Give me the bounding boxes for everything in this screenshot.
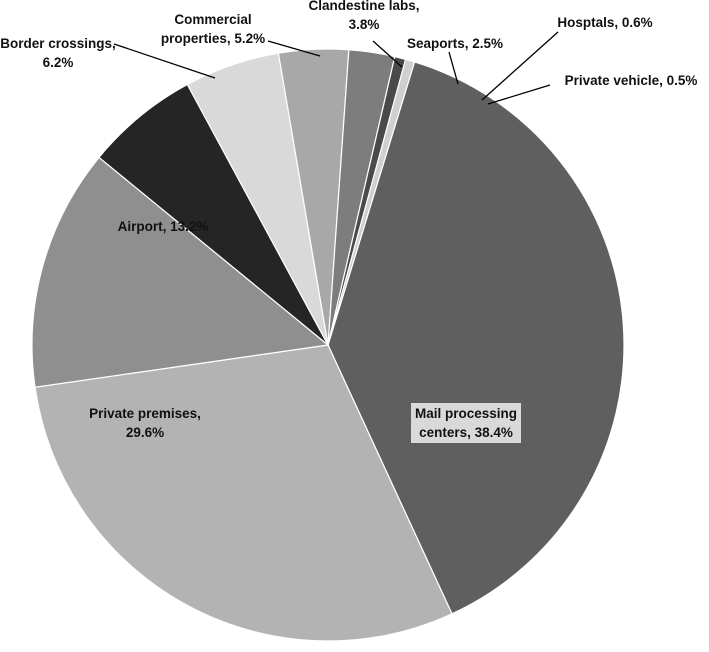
data-label-airport: Airport, 13.2% <box>118 219 209 234</box>
data-label-line: 3.8% <box>349 17 380 32</box>
data-label-text: Border crossings, 6.2% <box>0 36 116 70</box>
slices-layer <box>31 48 625 642</box>
pie-slice-mail-processing-centers <box>327 61 625 615</box>
data-label-clandestine-labs: Clandestine labs, 3.8% <box>308 0 419 32</box>
data-label-line: Mail processing <box>415 406 517 421</box>
data-label-line: Private premises, <box>89 406 201 421</box>
data-label-text: Private vehicle, 0.5% <box>565 73 698 88</box>
leader-line-seaports <box>448 51 459 85</box>
data-label-text: Airport, 13.2% <box>118 219 209 234</box>
data-label-seaports: Seaports, 2.5% <box>407 36 503 51</box>
data-label-text: Seaports, 2.5% <box>407 36 503 51</box>
pie-slice-private-premises <box>34 344 453 642</box>
data-label-text: Mail processing centers, 38.4% <box>415 406 517 440</box>
data-label-hosptals: Hosptals, 0.6% <box>557 15 652 30</box>
leader-line-clandestine-labs <box>372 40 403 68</box>
leader-lines <box>113 31 559 105</box>
data-label-line: centers, 38.4% <box>419 425 513 440</box>
data-label-line: Border crossings, <box>0 36 116 51</box>
leader-line-hosptals <box>481 31 559 101</box>
data-label-text: Hosptals, 0.6% <box>557 15 652 30</box>
data-label-line: 6.2% <box>43 55 74 70</box>
data-label-text: Private premises, 29.6% <box>89 406 201 440</box>
leader-line-commercial-properties <box>267 40 321 57</box>
data-label-line: Seaports, 2.5% <box>407 36 503 51</box>
data-label-line: Airport, 13.2% <box>118 219 209 234</box>
pie-slice-border-crossings <box>98 83 329 346</box>
leader-line-border-crossings <box>113 43 216 79</box>
data-label-line: Private vehicle, 0.5% <box>565 73 698 88</box>
pie-slice-airport <box>31 156 330 388</box>
data-label-border-crossings: Border crossings, 6.2% <box>0 36 116 70</box>
data-label-line: Clandestine labs, <box>308 0 419 13</box>
data-label-line: properties, 5.2% <box>161 31 265 46</box>
pie-slice-private-vehicle <box>327 58 416 346</box>
data-labels: Mail processing centers, 38.4% Private pre… <box>0 0 697 443</box>
data-label-private-premises: Private premises, 29.6% <box>89 406 201 440</box>
data-label-mail-processing-centers: Mail processing centers, 38.4% <box>411 403 521 443</box>
data-label-line: Commercial <box>174 12 251 27</box>
data-label-line: Hosptals, 0.6% <box>557 15 652 30</box>
data-label-text: Clandestine labs, 3.8% <box>308 0 419 32</box>
data-label-text: Commercial properties, 5.2% <box>161 12 265 46</box>
data-label-commercial-properties: Commercial properties, 5.2% <box>161 12 265 46</box>
data-label-private-vehicle: Private vehicle, 0.5% <box>565 73 698 88</box>
data-label-box <box>411 403 521 443</box>
leader-line-private-vehicle <box>487 84 551 105</box>
data-label-line: 29.6% <box>126 425 164 440</box>
